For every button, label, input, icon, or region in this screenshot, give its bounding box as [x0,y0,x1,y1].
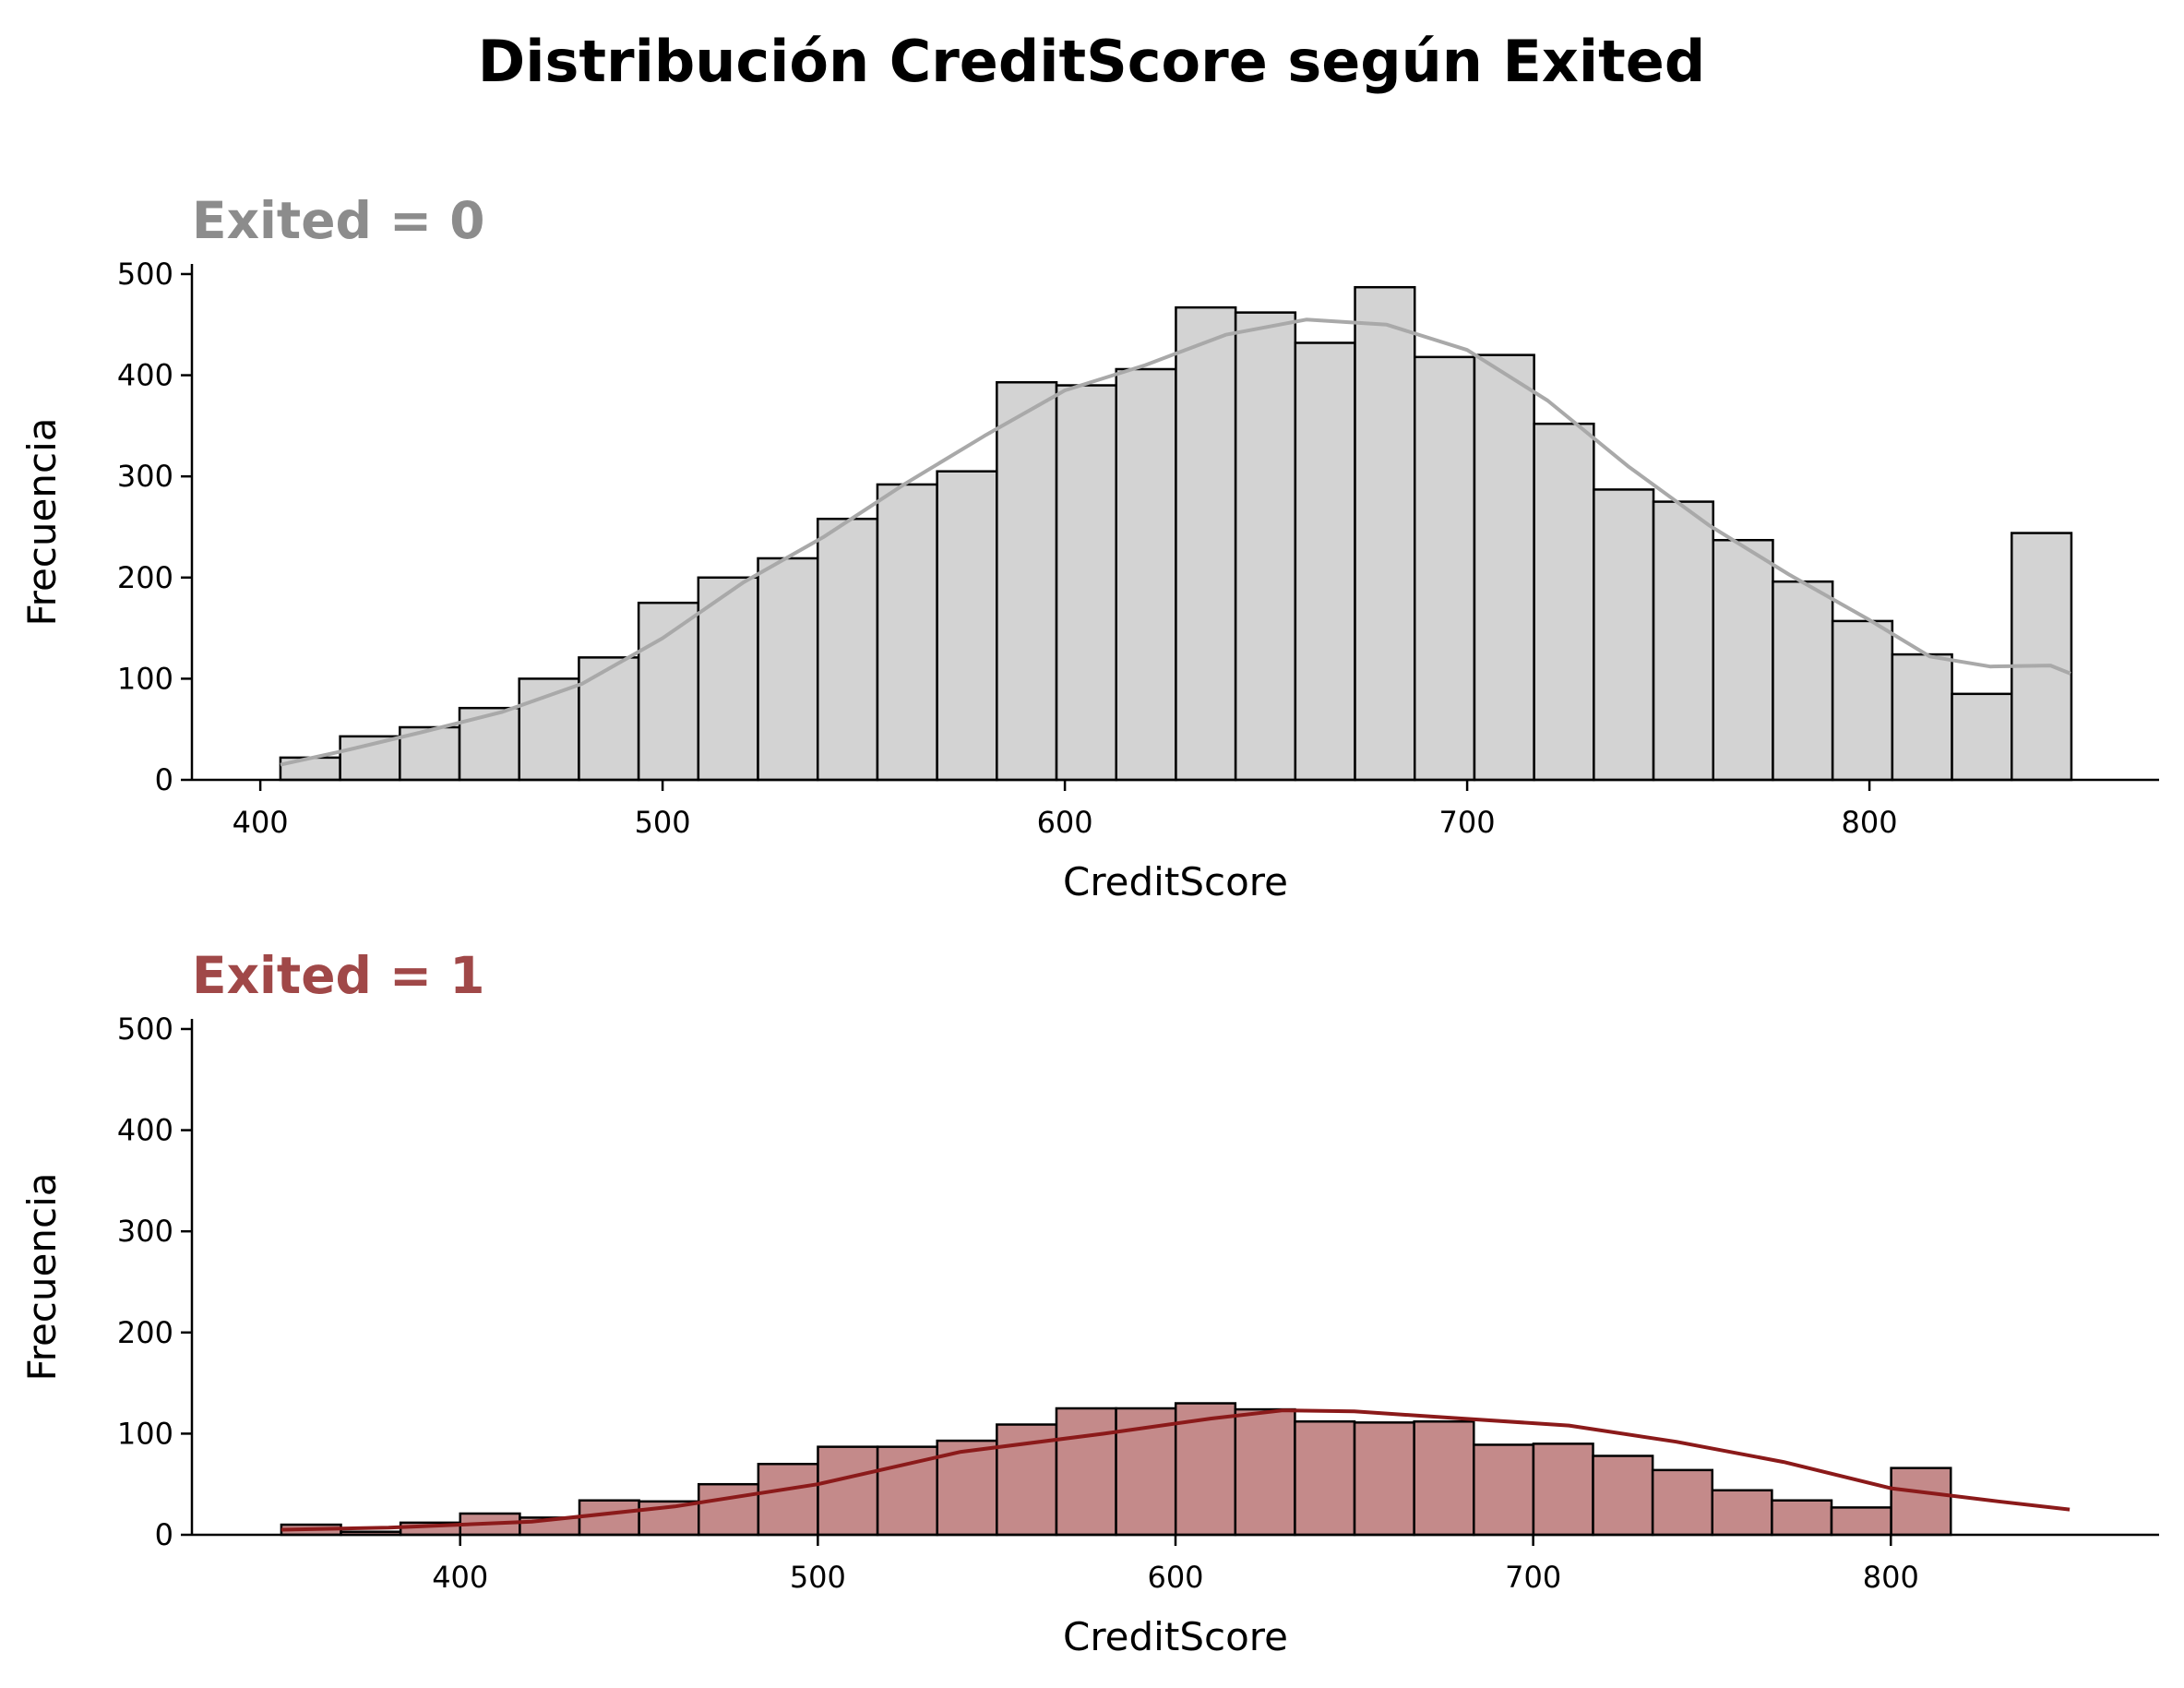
histogram-bar [1234,1407,1296,1537]
histogram-bar [1533,422,1595,782]
histogram-bar [1593,488,1655,782]
y-tick-label: 0 [155,762,173,797]
x-tick-label: 500 [635,805,691,840]
histogram-bar [1532,1443,1594,1537]
y-tick-label: 200 [117,560,173,595]
histogram-bar [1473,1443,1535,1537]
histogram-bar [697,576,759,782]
histogram-bar [1951,692,2013,782]
histogram-bar [1772,580,1834,782]
y-tick-label: 500 [117,1012,173,1047]
x-tick-label: 700 [1439,805,1496,840]
histogram-bar [1174,1402,1237,1537]
histogram-bar [1055,384,1117,782]
y-tick-label: 100 [117,1416,173,1451]
histogram-bar [1234,311,1297,782]
histogram-bar [757,557,819,782]
histogram-bar [816,517,879,782]
y-axis-label: Frecuencia [19,418,65,627]
x-axis-label: CreditScore [1063,1614,1288,1659]
x-tick-label: 400 [233,805,289,840]
histogram-bar [1891,652,1953,782]
histogram-bar [1771,1499,1833,1537]
histogram-bar [1175,305,1237,782]
histogram-bar [1890,1467,1952,1537]
figure-title: Distribución CreditScore según Exited [478,28,1705,95]
histogram-bar [1473,353,1535,782]
histogram-bar [1413,355,1476,782]
x-tick-label: 600 [1147,1560,1203,1595]
histogram-bar [1055,1407,1117,1537]
histogram-bar [1652,500,1714,782]
histogram-bar [1831,619,1894,782]
histogram-panel-exited-1: 400 500 600 700 800 0 100 200 300 400 500 Exited = … [19,946,2159,1659]
x-tick-label: 400 [432,1560,488,1595]
histogram-bar [1115,367,1177,782]
y-tick-label: 300 [117,1214,173,1249]
histogram-bar [1353,1421,1415,1537]
histogram-bar [697,1482,760,1537]
x-tick-label: 700 [1505,1560,1561,1595]
histogram-bar [996,380,1058,782]
histogram-bar [1712,538,1774,782]
histogram-bar [757,1463,819,1537]
x-tick-label: 800 [1842,805,1898,840]
histogram-bar [1592,1455,1654,1537]
histogram-bar [1413,1419,1475,1537]
panel-title: Exited = 0 [192,191,485,250]
histogram-bar [1711,1489,1773,1537]
y-tick-label: 100 [117,661,173,696]
y-tick-label: 300 [117,459,173,494]
y-tick-label: 400 [117,1113,173,1148]
x-tick-label: 500 [790,1560,846,1595]
panel-title: Exited = 1 [192,946,485,1005]
kde-curve [280,317,2071,767]
histogram-bar [637,601,700,782]
histogram-bar [936,470,998,782]
histogram-bar [578,1499,640,1537]
y-tick-label: 0 [155,1517,173,1552]
histogram-bar [817,1445,879,1537]
y-tick-label: 500 [117,257,173,292]
y-tick-label: 200 [117,1315,173,1350]
histogram-bar [1294,1419,1356,1537]
y-axis-label: Frecuencia [19,1173,65,1382]
histogram-bar [876,483,938,782]
histogram-bar [1651,1468,1714,1537]
histogram-bar [578,656,640,782]
x-axis-label: CreditScore [1063,859,1288,904]
x-tick-label: 800 [1863,1560,1919,1595]
x-tick-label: 600 [1037,805,1093,840]
histogram-bar [1354,285,1416,782]
histogram-bar [1294,341,1356,782]
histogram-bar [1830,1506,1892,1537]
kde-curve [280,1408,2071,1532]
y-tick-label: 400 [117,358,173,393]
histogram-panel-exited-0: 400 500 600 700 800 0 100 200 300 400 500 Exited = … [19,191,2159,904]
histogram-bar [2011,532,2073,782]
